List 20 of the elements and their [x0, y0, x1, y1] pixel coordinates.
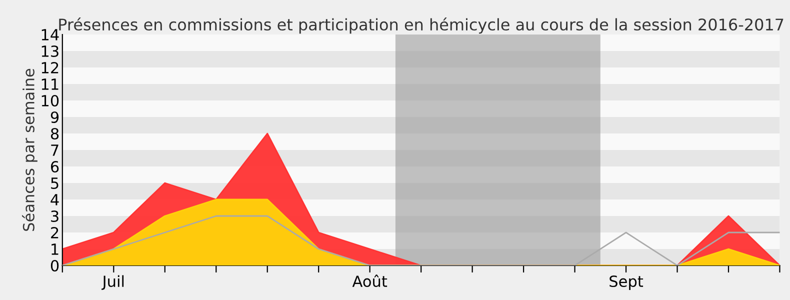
x-tick-label: Août [352, 274, 388, 288]
x-tick-label: Sept [610, 275, 644, 290]
y-tick-label: 3 [51, 210, 58, 222]
y-tick-label: 4 [50, 194, 59, 206]
y-tick-label: 12 [42, 62, 58, 74]
y-tick-label: 14 [42, 29, 59, 40]
y-tick-label: 8 [50, 128, 59, 140]
y-tick-label: 10 [42, 94, 59, 107]
y-tick-label: 6 [50, 160, 59, 173]
y-tick-label: 13 [42, 45, 58, 58]
y-tick-label: 5 [51, 178, 58, 190]
y-tick-label: 2 [51, 226, 58, 238]
y-tick-label: 9 [50, 111, 59, 124]
y-axis-title: Séances par semaine [22, 68, 38, 231]
y-tick-label: 1 [52, 244, 58, 255]
y-tick-label: 11 [42, 78, 58, 90]
x-tick-label: Juil [102, 275, 124, 290]
y-tick-label: 0 [50, 260, 59, 272]
chart-title: Présences en commissions et participation en hémicycle au cours de la session 2016-2017 [59, 18, 784, 34]
y-tick-label: 7 [51, 144, 58, 156]
